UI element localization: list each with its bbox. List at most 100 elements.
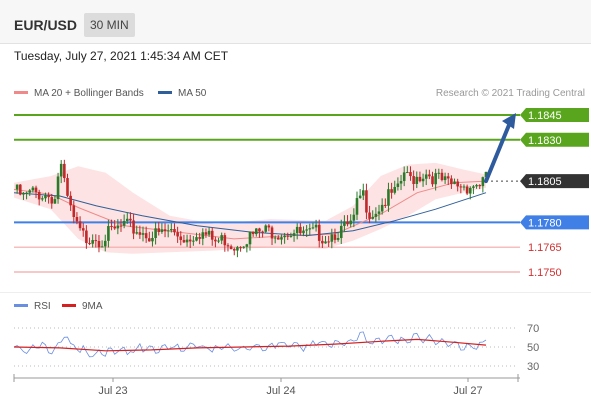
candle [330, 228, 334, 249]
candle-body [173, 229, 176, 233]
pivot-tag: 1.1780 [520, 215, 589, 230]
candle-body [302, 230, 305, 234]
candle-body [170, 229, 173, 231]
candle-body [151, 237, 154, 242]
candle [18, 184, 22, 196]
candle-body [418, 176, 422, 182]
candle-body [380, 204, 384, 212]
candle [475, 183, 478, 189]
candle [478, 184, 482, 190]
time-axis: Jul 23 Jul 24 Jul 27 [13, 374, 520, 397]
candle-body [472, 186, 475, 188]
candle [97, 235, 101, 253]
candle [289, 232, 293, 238]
candle-body [308, 228, 312, 230]
candle-body [69, 195, 72, 206]
candle [47, 192, 50, 204]
candle-body [85, 230, 88, 244]
candle-body [103, 240, 107, 247]
timeframe-badge[interactable]: 30 MIN [84, 13, 135, 37]
candle [113, 220, 116, 230]
candle-body [182, 239, 186, 243]
candle [258, 227, 261, 238]
projection-arrow-head [502, 113, 516, 129]
candle [308, 223, 312, 235]
candle-body [135, 232, 139, 234]
candle-body [399, 181, 403, 184]
candle [210, 227, 214, 246]
candle-body [18, 184, 22, 195]
candle-body [428, 174, 431, 177]
candle [358, 189, 362, 199]
candle [148, 231, 151, 242]
candle-body [226, 245, 230, 247]
resistance-tag-2: 1.1830 [520, 132, 589, 147]
candle [132, 213, 135, 240]
candle [295, 223, 299, 240]
candle [122, 214, 126, 229]
candle [81, 222, 85, 237]
legend-label-rsi: RSI [34, 301, 51, 312]
legend-9ma: 9MA [62, 301, 103, 312]
pivot-tag-text: 1.1780 [528, 217, 562, 229]
legend-swatch-rsi [14, 303, 28, 307]
candle-body [358, 195, 362, 199]
legend-swatch-ma20 [14, 90, 28, 94]
candle [34, 185, 38, 199]
candle [242, 246, 246, 249]
candle-body [138, 232, 142, 235]
candle-body [34, 187, 38, 192]
candle-body [321, 240, 324, 244]
projection-arrow [484, 113, 516, 184]
resistance-tag-1-text: 1.1845 [528, 110, 562, 122]
candle [135, 225, 139, 235]
candle [163, 223, 167, 238]
candle [412, 170, 415, 191]
candle-body [270, 227, 274, 239]
support-tag-1: 1.1765 [528, 242, 562, 254]
candle-body [371, 216, 375, 219]
candle-body [365, 190, 368, 213]
candle [481, 176, 485, 193]
candle-body [148, 238, 151, 242]
candle-body [223, 235, 227, 246]
candle [264, 224, 268, 234]
candle [286, 232, 290, 240]
candle [321, 235, 324, 248]
candle [349, 214, 352, 228]
candle [339, 219, 343, 245]
candle [462, 184, 466, 191]
candle [333, 228, 337, 244]
current-price-tag-bg [520, 174, 589, 189]
resistance-tag-1: 1.1845 [520, 108, 589, 122]
candle [343, 215, 346, 232]
candle-body [431, 176, 434, 185]
candle-body [217, 240, 220, 242]
candle [437, 168, 441, 179]
candle-body [409, 172, 412, 177]
candle [75, 212, 79, 225]
candle [415, 171, 419, 189]
candle [280, 234, 283, 245]
candle [361, 183, 365, 201]
rsi-series-rsi [13, 331, 487, 358]
candle-body [475, 185, 478, 187]
candle [232, 247, 236, 256]
candle [119, 219, 123, 232]
candle [69, 191, 72, 211]
candle-body [402, 172, 406, 182]
candle-body [465, 186, 469, 194]
candle-body [160, 229, 164, 232]
candle [456, 178, 459, 192]
candle [387, 182, 390, 212]
candle [166, 224, 170, 238]
candle [229, 244, 233, 250]
candle [44, 192, 47, 202]
bollinger-band [14, 162, 486, 254]
legend-label-9ma: 9MA [82, 301, 103, 312]
candle-body [97, 240, 101, 248]
candle-body [446, 176, 450, 179]
candle-body [352, 214, 356, 221]
candle-body [324, 241, 327, 244]
candle-body [459, 186, 463, 188]
